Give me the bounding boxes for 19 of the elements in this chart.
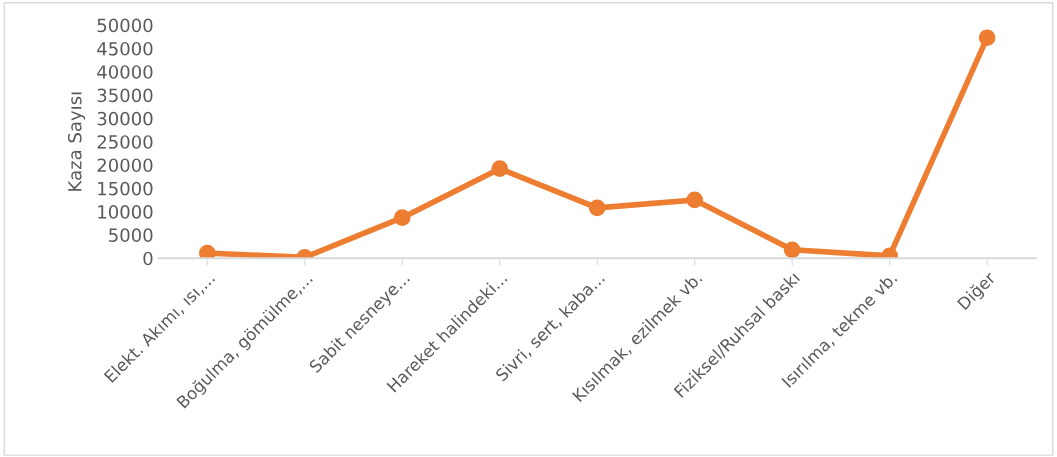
- y-tick-label: 15000: [98, 181, 153, 196]
- y-tick-label: 35000: [97, 88, 153, 103]
- y-tick-label: 40000: [97, 65, 153, 79]
- y-tick-label: 25000: [97, 135, 153, 149]
- y-tick-label: 0: [143, 251, 153, 266]
- y-tick-label: 5000: [109, 228, 153, 243]
- point: [588, 199, 606, 217]
- y-tick-label: 50000: [97, 18, 153, 33]
- point: [783, 241, 801, 259]
- point: [686, 191, 704, 209]
- point: [198, 244, 216, 259]
- y-axis-title: Kaza Sayısı: [67, 92, 86, 191]
- y-tick-label: 20000: [97, 158, 153, 173]
- point: [393, 209, 411, 226]
- y-tick-label: 45000: [97, 41, 153, 56]
- y-tick-label: 30000: [97, 111, 153, 126]
- y-tick-label: 10000: [98, 205, 153, 219]
- point: [491, 160, 509, 178]
- point: [978, 29, 996, 47]
